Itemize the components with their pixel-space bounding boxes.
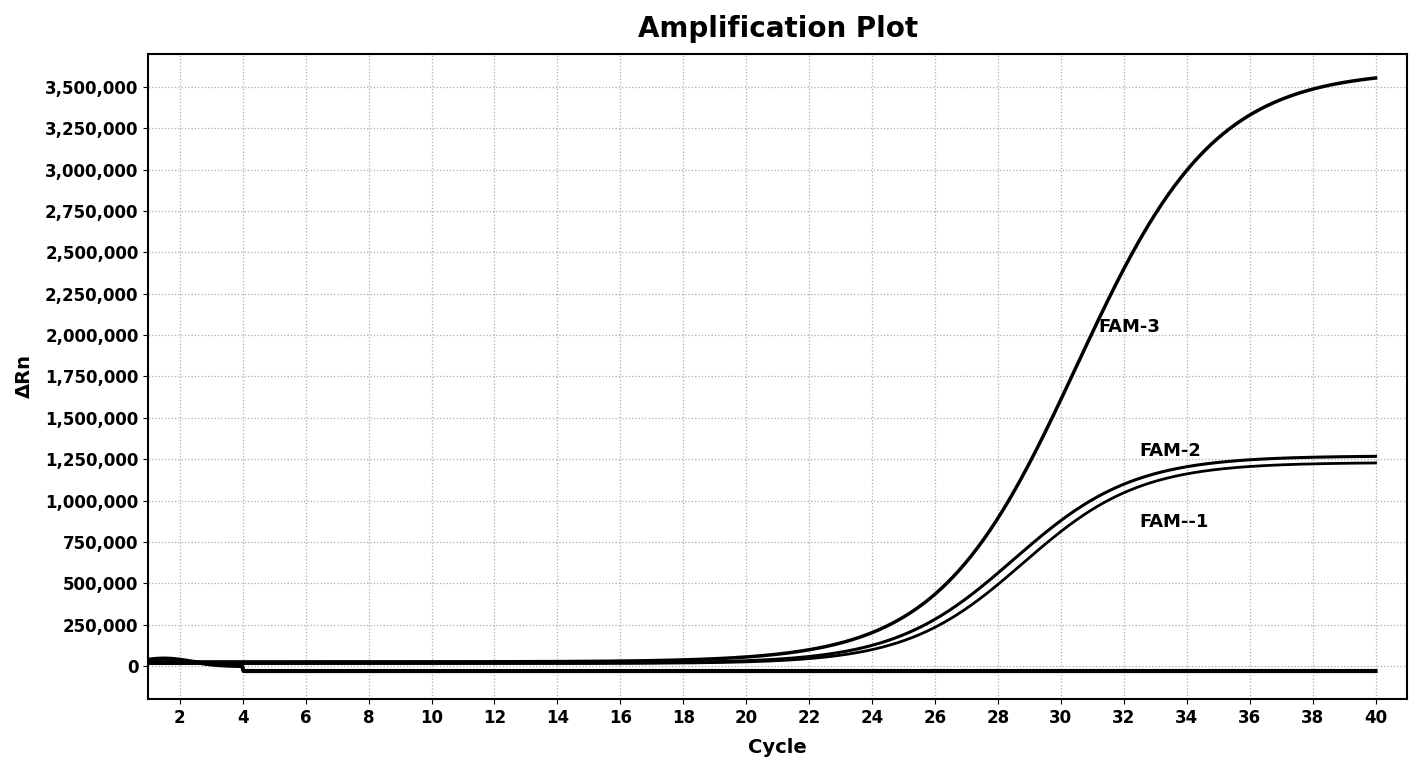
Text: FAM-3: FAM-3 (1099, 318, 1160, 336)
Text: FAM--1: FAM--1 (1139, 513, 1209, 531)
Title: Amplification Plot: Amplification Plot (637, 15, 917, 43)
Text: FAM-2: FAM-2 (1139, 442, 1202, 460)
X-axis label: Cycle: Cycle (748, 738, 808, 757)
Y-axis label: ΔRn: ΔRn (16, 354, 34, 398)
